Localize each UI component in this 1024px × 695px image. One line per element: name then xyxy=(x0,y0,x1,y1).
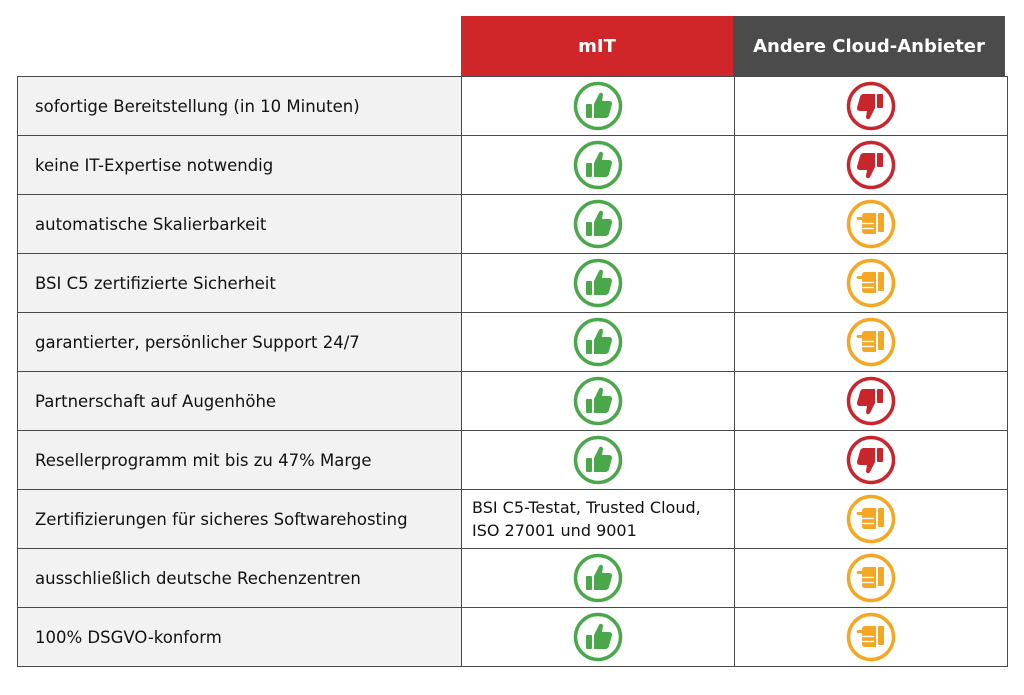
mit-cell xyxy=(461,607,735,667)
comparison-rows: sofortige Bereitstellung (in 10 Minuten)… xyxy=(17,76,1008,667)
thumbs-neutral-icon xyxy=(845,552,897,604)
mit-certification-text: ISO 27001 und 9001 xyxy=(472,521,637,540)
other-provider-cell xyxy=(734,607,1008,667)
feature-label: keine IT-Expertise notwendig xyxy=(17,135,462,195)
thumbs-up-icon xyxy=(572,198,624,250)
other-provider-cell xyxy=(734,76,1008,136)
thumbs-down-icon xyxy=(845,434,897,486)
thumbs-down-icon xyxy=(845,80,897,132)
mit-cell xyxy=(461,194,735,254)
thumbs-down-icon xyxy=(845,139,897,191)
mit-cell xyxy=(461,135,735,195)
other-provider-cell xyxy=(734,371,1008,431)
thumbs-up-icon xyxy=(572,139,624,191)
thumbs-neutral-icon xyxy=(845,493,897,545)
table-row: BSI C5 zertifizierte Sicherheit xyxy=(17,253,1008,313)
feature-label: 100% DSGVO-konform xyxy=(17,607,462,667)
mit-cell xyxy=(461,548,735,608)
mit-certification-text: BSI C5-Testat, Trusted Cloud, xyxy=(472,498,701,517)
feature-label: Resellerprogramm mit bis zu 47% Marge xyxy=(17,430,462,490)
table-row: ausschließlich deutsche Rechenzentren xyxy=(17,548,1008,608)
thumbs-neutral-icon xyxy=(845,257,897,309)
feature-label: Partnerschaft auf Augenhöhe xyxy=(17,371,462,431)
mit-cell: BSI C5-Testat, Trusted Cloud, ISO 27001 u… xyxy=(461,489,735,549)
other-provider-cell xyxy=(734,135,1008,195)
feature-label: ausschließlich deutsche Rechenzentren xyxy=(17,548,462,608)
mit-cell xyxy=(461,371,735,431)
other-provider-cell xyxy=(734,548,1008,608)
feature-label: Zertifizierungen für sicheres Softwareho… xyxy=(17,489,462,549)
other-provider-cell xyxy=(734,430,1008,490)
other-provider-cell xyxy=(734,253,1008,313)
other-provider-cell xyxy=(734,312,1008,372)
thumbs-up-icon xyxy=(572,316,624,368)
comparison-table: sofortige Bereitstellung (in 10 Minuten)… xyxy=(17,76,1008,667)
table-row: Partnerschaft auf Augenhöhe xyxy=(17,371,1008,431)
mit-cell xyxy=(461,312,735,372)
thumbs-up-icon xyxy=(572,375,624,427)
mit-cell xyxy=(461,253,735,313)
feature-label: BSI C5 zertifizierte Sicherheit xyxy=(17,253,462,313)
mit-cell xyxy=(461,430,735,490)
other-provider-cell xyxy=(734,489,1008,549)
column-header-mit: mIT xyxy=(461,16,733,76)
mit-cell xyxy=(461,76,735,136)
table-row: 100% DSGVO-konform xyxy=(17,607,1008,667)
table-row: keine IT-Expertise notwendig xyxy=(17,135,1008,195)
thumbs-up-icon xyxy=(572,611,624,663)
feature-label: garantierter, persönlicher Support 24/7 xyxy=(17,312,462,372)
feature-label: sofortige Bereitstellung (in 10 Minuten) xyxy=(17,76,462,136)
thumbs-neutral-icon xyxy=(845,316,897,368)
table-row: Zertifizierungen für sicheres Softwareho… xyxy=(17,489,1008,549)
table-row: automatische Skalierbarkeit xyxy=(17,194,1008,254)
thumbs-up-icon xyxy=(572,434,624,486)
table-row: garantierter, persönlicher Support 24/7 xyxy=(17,312,1008,372)
thumbs-down-icon xyxy=(845,375,897,427)
table-row: sofortige Bereitstellung (in 10 Minuten) xyxy=(17,76,1008,136)
thumbs-up-icon xyxy=(572,80,624,132)
thumbs-up-icon xyxy=(572,552,624,604)
other-provider-cell xyxy=(734,194,1008,254)
thumbs-up-icon xyxy=(572,257,624,309)
thumbs-neutral-icon xyxy=(845,611,897,663)
table-row: Resellerprogramm mit bis zu 47% Marge xyxy=(17,430,1008,490)
thumbs-neutral-icon xyxy=(845,198,897,250)
column-header-other-providers: Andere Cloud-Anbieter xyxy=(733,16,1005,76)
feature-label: automatische Skalierbarkeit xyxy=(17,194,462,254)
